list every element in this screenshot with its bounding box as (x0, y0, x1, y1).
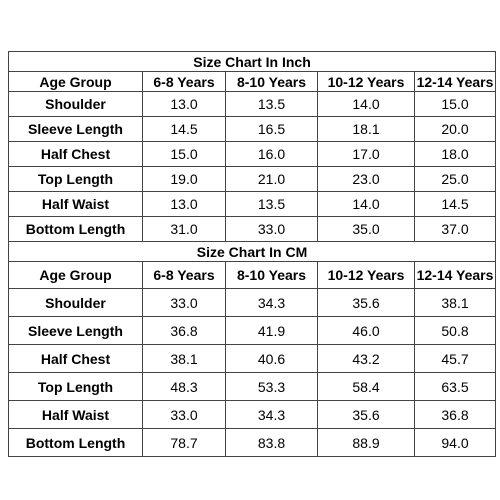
measurement-value: 35.6 (317, 288, 415, 317)
measurement-value: 46.0 (317, 316, 415, 345)
measurement-value: 33.0 (225, 216, 318, 242)
measurement-value: 43.2 (317, 344, 415, 373)
table-row: Sleeve Length 14.5 16.5 18.1 20.0 (8, 116, 497, 142)
measurement-value: 41.9 (225, 316, 318, 345)
age-group-header: Age Group (8, 261, 143, 289)
measurement-value: 23.0 (317, 166, 415, 192)
measurement-label: Sleeve Length (8, 116, 143, 142)
table-row: Half Waist 33.0 34.3 35.6 36.8 (8, 400, 497, 429)
measurement-label: Top Length (8, 372, 143, 401)
measurement-value: 83.8 (225, 428, 318, 457)
measurement-label: Bottom Length (8, 216, 143, 242)
measurement-value: 50.8 (413, 316, 497, 345)
age-column-header: 6-8 Years (142, 71, 226, 92)
measurement-label: Bottom Length (8, 428, 143, 457)
measurement-label: Shoulder (8, 288, 143, 317)
measurement-value: 19.0 (142, 166, 226, 192)
age-column-header: 10-12 Years (317, 261, 415, 289)
measurement-value: 14.0 (317, 191, 415, 217)
header-row: Age Group 6-8 Years 8-10 Years 10-12 Years 1… (8, 71, 497, 92)
age-group-header: Age Group (8, 71, 143, 92)
measurement-value: 45.7 (413, 344, 497, 373)
measurement-value: 16.5 (225, 116, 318, 142)
table-row: Half Waist 13.0 13.5 14.0 14.5 (8, 191, 497, 217)
measurement-value: 15.0 (142, 141, 226, 167)
measurement-label: Half Waist (8, 400, 143, 429)
table-row: Half Chest 15.0 16.0 17.0 18.0 (8, 141, 497, 167)
table-row: Shoulder 13.0 13.5 14.0 15.0 (8, 91, 497, 117)
measurement-value: 48.3 (142, 372, 226, 401)
age-column-header: 12-14 Years (413, 261, 497, 289)
table-row: Top Length 48.3 53.3 58.4 63.5 (8, 372, 497, 401)
table-title-row: Size Chart In Inch (7, 51, 497, 72)
measurement-value: 36.8 (413, 400, 497, 429)
measurement-value: 58.4 (317, 372, 415, 401)
table-title: Size Chart In CM (7, 241, 497, 262)
measurement-value: 20.0 (413, 116, 497, 142)
size-chart-sheet: Size Chart In Inch Age Group 6-8 Years 8-10… (7, 51, 497, 457)
measurement-value: 14.5 (413, 191, 497, 217)
measurement-label: Half Waist (8, 191, 143, 217)
size-chart-table: Size Chart In Inch Age Group 6-8 Years 8-10… (7, 51, 497, 457)
measurement-label: Top Length (8, 166, 143, 192)
measurement-label: Half Chest (8, 344, 143, 373)
measurement-value: 17.0 (317, 141, 415, 167)
age-column-header: 8-10 Years (225, 261, 318, 289)
measurement-value: 38.1 (142, 344, 226, 373)
measurement-value: 33.0 (142, 400, 226, 429)
measurement-value: 94.0 (413, 428, 497, 457)
measurement-value: 53.3 (225, 372, 318, 401)
age-column-header: 6-8 Years (142, 261, 226, 289)
measurement-value: 25.0 (413, 166, 497, 192)
table-row: Sleeve Length 36.8 41.9 46.0 50.8 (8, 316, 497, 345)
measurement-value: 13.0 (142, 91, 226, 117)
measurement-value: 13.0 (142, 191, 226, 217)
measurement-value: 31.0 (142, 216, 226, 242)
measurement-label: Half Chest (8, 141, 143, 167)
age-column-header: 12-14 Years (413, 71, 497, 92)
table-row: Bottom Length 78.7 83.8 88.9 94.0 (8, 428, 497, 457)
measurement-value: 36.8 (142, 316, 226, 345)
measurement-value: 14.0 (317, 91, 415, 117)
measurement-value: 33.0 (142, 288, 226, 317)
measurement-value: 18.1 (317, 116, 415, 142)
table-row: Shoulder 33.0 34.3 35.6 38.1 (8, 288, 497, 317)
measurement-value: 34.3 (225, 288, 318, 317)
measurement-value: 37.0 (413, 216, 497, 242)
measurement-value: 88.9 (317, 428, 415, 457)
table-title-row: Size Chart In CM (7, 241, 497, 262)
measurement-value: 35.0 (317, 216, 415, 242)
age-column-header: 10-12 Years (317, 71, 415, 92)
header-row: Age Group 6-8 Years 8-10 Years 10-12 Years 1… (8, 261, 497, 289)
measurement-value: 13.5 (225, 191, 318, 217)
table-row: Half Chest 38.1 40.6 43.2 45.7 (8, 344, 497, 373)
measurement-value: 21.0 (225, 166, 318, 192)
measurement-value: 40.6 (225, 344, 318, 373)
measurement-value: 16.0 (225, 141, 318, 167)
table-row: Top Length 19.0 21.0 23.0 25.0 (8, 166, 497, 192)
measurement-value: 34.3 (225, 400, 318, 429)
measurement-value: 15.0 (413, 91, 497, 117)
table-row: Bottom Length 31.0 33.0 35.0 37.0 (8, 216, 497, 242)
measurement-value: 63.5 (413, 372, 497, 401)
measurement-label: Shoulder (8, 91, 143, 117)
measurement-value: 35.6 (317, 400, 415, 429)
measurement-value: 78.7 (142, 428, 226, 457)
measurement-label: Sleeve Length (8, 316, 143, 345)
measurement-value: 13.5 (225, 91, 318, 117)
age-column-header: 8-10 Years (225, 71, 318, 92)
measurement-value: 14.5 (142, 116, 226, 142)
measurement-value: 38.1 (413, 288, 497, 317)
measurement-value: 18.0 (413, 141, 497, 167)
table-title: Size Chart In Inch (7, 51, 497, 72)
